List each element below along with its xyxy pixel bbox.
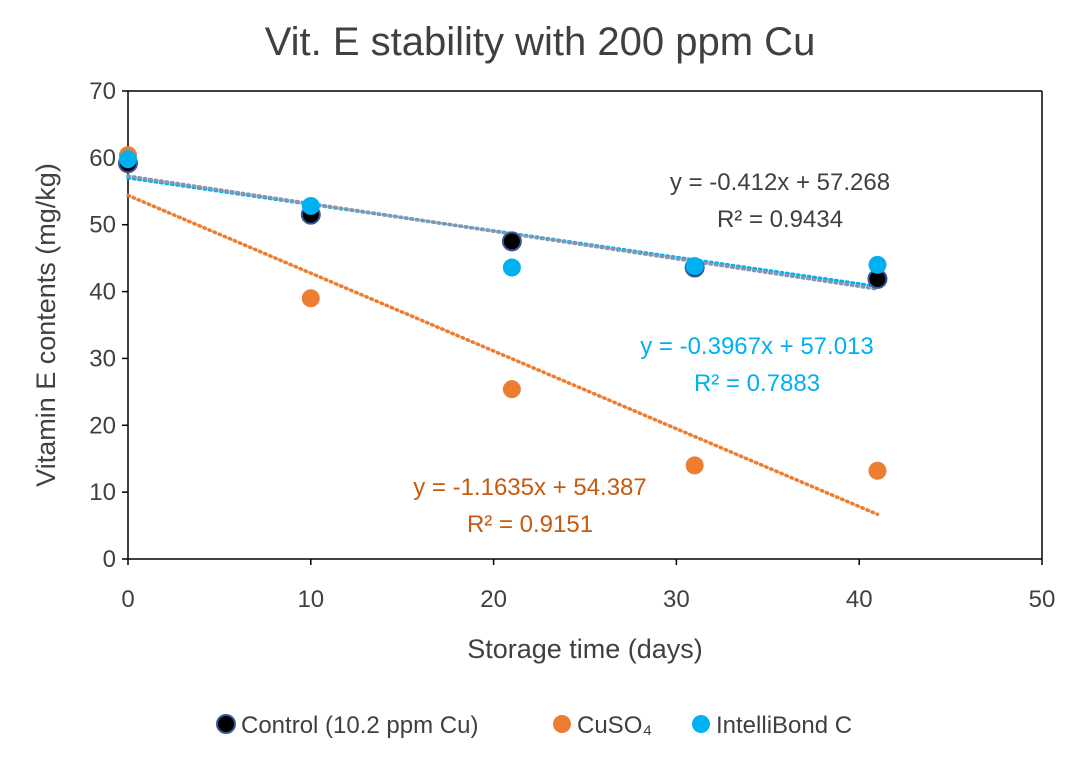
data-point-cuso4 — [868, 461, 887, 480]
y-tick-label: 50 — [89, 212, 116, 239]
y-tick-label: 40 — [89, 279, 116, 306]
data-point-intellibond — [685, 257, 704, 276]
legend-label-intellibond: IntelliBond C — [716, 712, 852, 739]
trend-equation-cuso4: y = -1.1635x + 54.387 — [413, 474, 647, 501]
x-tick-label: 30 — [663, 586, 690, 613]
trend-r2-control: R² = 0.9434 — [717, 206, 843, 233]
y-axis-label: Vitamin E contents (mg/kg) — [31, 163, 61, 487]
data-point-intellibond — [119, 150, 137, 169]
data-point-control — [501, 231, 522, 252]
y-tick-label: 60 — [89, 145, 116, 172]
legend-marker-intellibond — [692, 715, 710, 733]
x-tick-label: 0 — [121, 586, 134, 613]
legend-marker-control — [216, 714, 236, 734]
x-tick-label: 20 — [480, 586, 507, 613]
x-tick-label: 50 — [1029, 586, 1056, 613]
data-point-cuso4 — [301, 289, 320, 308]
trendline-cuso4 — [126, 193, 880, 517]
trendline-control — [126, 174, 880, 291]
legend: Control (10.2 ppm Cu) CuSO₄ IntelliBond … — [216, 712, 852, 739]
x-axis-label: Storage time (days) — [467, 634, 703, 664]
data-point-intellibond — [301, 196, 320, 215]
data-point-intellibond — [868, 255, 887, 274]
y-tick-label: 30 — [89, 345, 116, 372]
y-tick-label: 20 — [89, 412, 116, 439]
chart-title: Vit. E stability with 200 ppm Cu — [265, 20, 816, 64]
legend-label-control: Control (10.2 ppm Cu) — [241, 712, 478, 739]
y-tick-label: 70 — [89, 78, 116, 105]
axes: 0 10 20 30 40 50 60 70 0 10 20 30 40 50 — [89, 78, 1055, 613]
y-tick-label: 10 — [89, 479, 116, 506]
y-tick-label: 0 — [103, 546, 116, 573]
trend-r2-intellibond: R² = 0.7883 — [694, 370, 820, 397]
data-point-cuso4 — [685, 456, 704, 475]
data-point-cuso4 — [502, 380, 521, 399]
trend-r2-cuso4: R² = 0.9151 — [467, 511, 593, 538]
x-tick-label: 40 — [846, 586, 873, 613]
legend-label-cuso4: CuSO₄ — [577, 712, 652, 739]
trend-equation-intellibond: y = -0.3967x + 57.013 — [640, 333, 874, 360]
x-tick-label: 10 — [297, 586, 324, 613]
data-point-intellibond — [502, 258, 521, 277]
trendlines — [126, 174, 880, 517]
trend-equation-control: y = -0.412x + 57.268 — [670, 169, 890, 196]
legend-marker-cuso4 — [553, 715, 571, 733]
data-points — [118, 146, 888, 480]
